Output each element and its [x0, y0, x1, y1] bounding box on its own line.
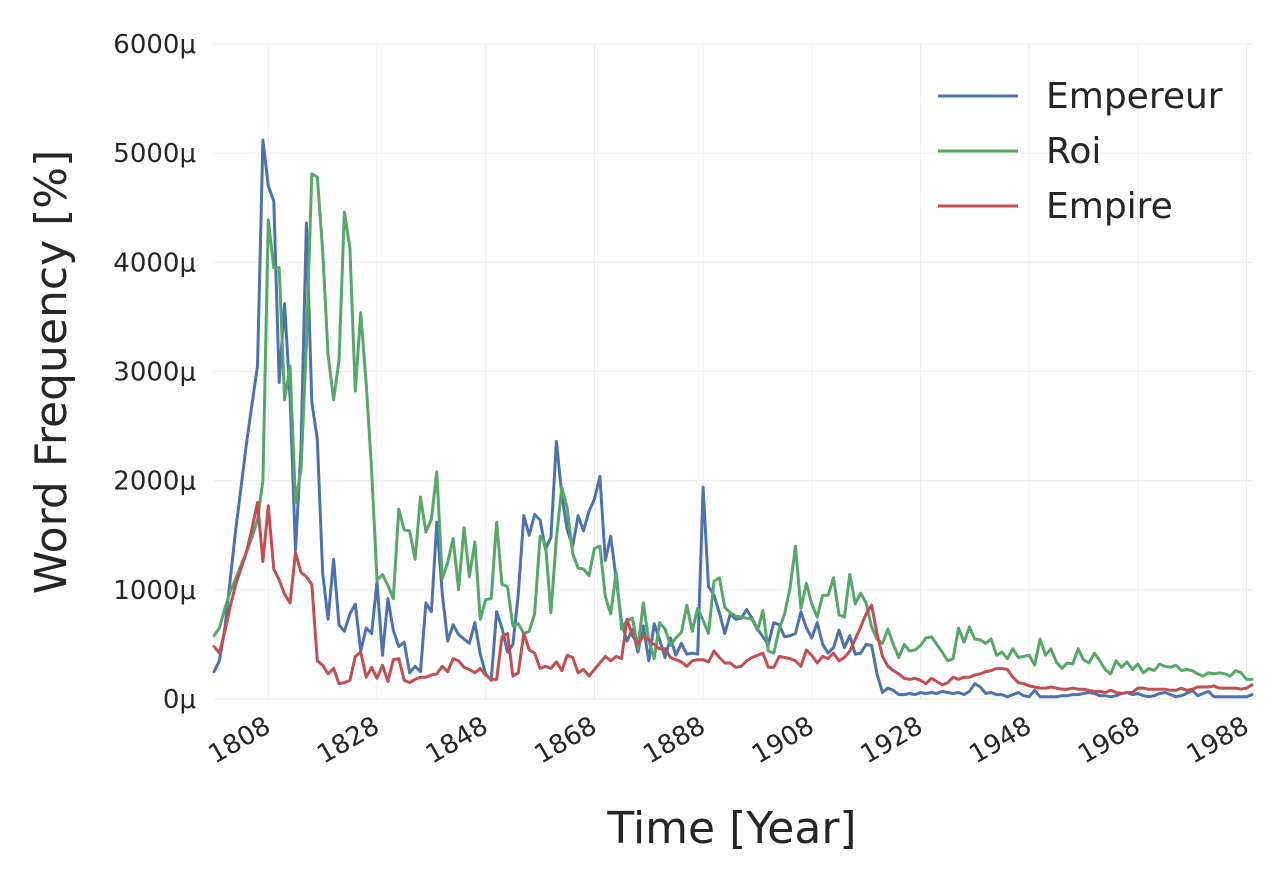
legend: Empereur Roi Empire	[938, 76, 1223, 227]
x-tick-label: 1848	[421, 711, 493, 770]
x-tick-label: 1828	[312, 711, 384, 770]
grid	[214, 43, 1252, 700]
x-axis-title: Time [Year]	[606, 803, 856, 854]
x-tick-label: 1968	[1073, 711, 1145, 770]
series-line-empereur	[212, 138, 1254, 699]
y-tick-label: 5000μ	[113, 139, 196, 169]
x-tick-label: 1928	[856, 711, 928, 770]
x-tick-label: 1908	[747, 711, 819, 770]
x-tick-label: 1948	[964, 711, 1036, 770]
y-tick-label: 1000μ	[113, 576, 196, 606]
series-line-roi	[212, 172, 1254, 681]
legend-label-roi: Roi	[1046, 131, 1101, 172]
legend-label-empereur: Empereur	[1046, 76, 1223, 117]
x-tick-label: 1988	[1182, 711, 1254, 770]
y-tick-label: 6000μ	[113, 30, 196, 60]
x-tick-label: 1808	[204, 711, 276, 770]
legend-label-empire: Empire	[1046, 186, 1173, 227]
y-axis-ticks: 0μ 1000μ 2000μ 3000μ 4000μ 5000μ 6000μ	[113, 30, 196, 715]
y-axis-title: Word Frequency [%]	[26, 150, 77, 595]
series-line-empire	[212, 501, 1254, 695]
y-tick-label: 4000μ	[113, 248, 196, 278]
x-tick-label: 1868	[530, 711, 602, 770]
plot-lines	[212, 138, 1254, 699]
y-tick-label: 3000μ	[113, 358, 196, 388]
y-tick-label: 0μ	[163, 685, 196, 715]
x-tick-label: 1888	[638, 711, 710, 770]
x-axis-ticks: 1808 1828 1848 1868 1888 1908 1928 1948 1968 1988	[204, 711, 1255, 770]
y-tick-label: 2000μ	[113, 467, 196, 497]
